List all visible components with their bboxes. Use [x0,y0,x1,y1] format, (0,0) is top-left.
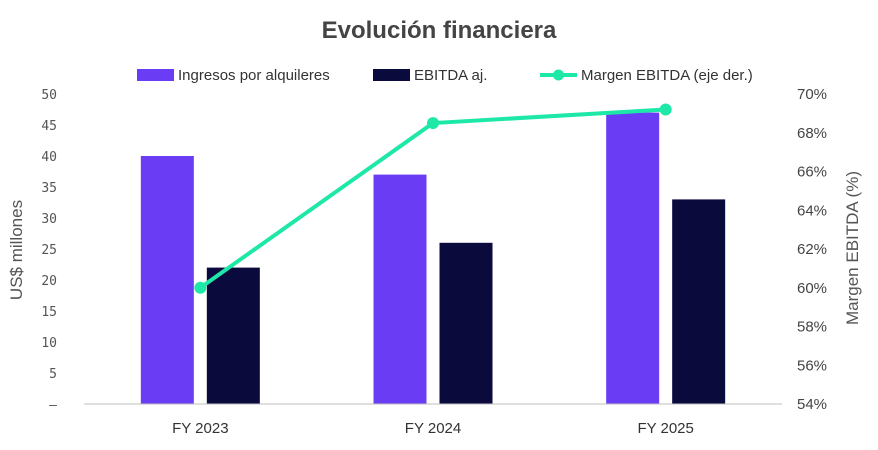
x-tick-label: FY 2025 [637,420,693,437]
margin-line [200,110,665,288]
y-tick-label: 45 [41,119,57,134]
line-series [194,104,671,294]
y2-tick-label: 56% [797,357,827,374]
x-tick-label: FY 2024 [405,420,461,437]
bar-ingresos-2 [374,175,427,404]
y-tick-label: 30 [41,212,57,227]
y-tick-label: 40 [41,150,57,165]
bar-ebitda-1 [207,268,260,404]
y-tick-label: 50 [41,88,57,103]
y-tick-label: 20 [41,274,57,289]
y-axis-label: US$ millones [7,200,26,300]
legend-swatch [373,69,410,81]
bars [141,113,725,404]
y-tick-label: 15 [41,305,57,320]
y2-tick-label: 60% [797,280,827,297]
y-tick-label: 25 [41,243,57,258]
legend-label: Ingresos por alquileres [178,67,330,84]
bar-ingresos-1 [141,156,194,404]
y2-axis-label: Margen EBITDA (%) [843,171,862,325]
margin-point [660,104,672,116]
y2-tick-label: 58% [797,319,827,336]
y-tick-label: – [49,398,57,413]
legend: Ingresos por alquileres EBITDA aj. Margen … [137,67,753,84]
legend-swatch-marker [553,70,564,81]
y2-tick-label: 68% [797,125,827,142]
y2-tick-label: 70% [797,86,827,103]
x-axis-ticks: FY 2023 FY 2024 FY 2025 [172,420,694,437]
legend-label: EBITDA aj. [414,67,487,84]
y2-tick-label: 54% [797,396,827,413]
y-tick-label: 10 [41,336,57,351]
chart-title: Evolución financiera [322,17,557,44]
y-tick-label: 5 [49,367,57,382]
bar-ebitda-3 [672,199,725,404]
bar-ebitda-2 [440,243,493,404]
right-axis-ticks: 54% 56% 58% 60% 62% 64% 66% 68% 70% [797,86,827,413]
y-tick-label: 35 [41,181,57,196]
y2-tick-label: 66% [797,164,827,181]
legend-swatch [137,69,174,81]
margin-point [194,282,206,294]
margin-point [427,117,439,129]
legend-label: Margen EBITDA (eje der.) [581,67,753,84]
x-tick-label: FY 2023 [172,420,228,437]
y2-tick-label: 64% [797,202,827,219]
y2-tick-label: 62% [797,241,827,258]
left-axis-ticks: – 5 10 15 20 25 30 35 40 45 50 [41,88,57,413]
bar-ingresos-3 [606,113,659,404]
